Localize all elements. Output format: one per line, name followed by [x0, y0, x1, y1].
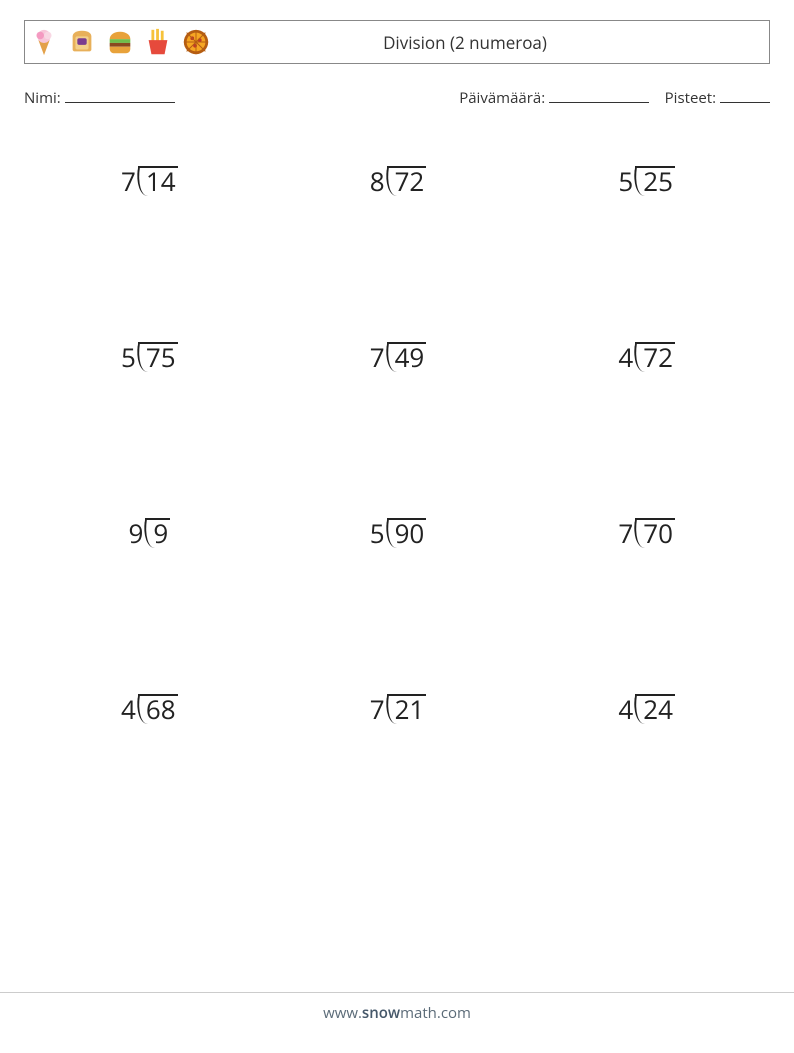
- division-problem: 749: [370, 344, 425, 370]
- divisor: 9: [128, 520, 145, 546]
- long-division-bracket: 68: [138, 696, 176, 722]
- name-label: Nimi:: [24, 88, 61, 108]
- toast-icon: [67, 27, 97, 57]
- name-blank[interactable]: [65, 88, 175, 103]
- footer-url-brand: snow: [362, 1003, 400, 1023]
- long-division-bracket: 24: [635, 696, 673, 722]
- divisor: 4: [618, 696, 635, 722]
- long-division-bracket: 75: [138, 344, 176, 370]
- divisor: 7: [121, 168, 138, 194]
- long-division-bracket: 90: [387, 520, 425, 546]
- dividend: 68: [146, 690, 176, 727]
- worksheet-title: Division (2 numeroa): [211, 31, 759, 54]
- long-division-bracket: 72: [635, 344, 673, 370]
- division-problem: 721: [370, 696, 425, 722]
- date-label: Päivämäärä:: [459, 88, 545, 108]
- problem-grid: 71487252557574947299590770468721424: [24, 168, 770, 722]
- burger-icon: [105, 27, 135, 57]
- divisor: 7: [370, 696, 387, 722]
- dividend: 75: [146, 338, 176, 375]
- division-problem: 770: [618, 520, 673, 546]
- dividend: 70: [643, 514, 673, 551]
- long-division-bracket: 70: [635, 520, 673, 546]
- footer-url-prefix: www.: [323, 1003, 362, 1023]
- division-problem: 424: [618, 696, 673, 722]
- score-label: Pisteet:: [665, 88, 716, 108]
- date-blank[interactable]: [549, 88, 649, 103]
- dividend: 9: [153, 514, 168, 551]
- dividend: 24: [643, 690, 673, 727]
- name-field: Nimi:: [24, 88, 175, 108]
- header-icon-row: [29, 27, 211, 57]
- footer-url-suffix: math.com: [400, 1003, 471, 1023]
- long-division-bracket: 25: [635, 168, 673, 194]
- divisor: 8: [370, 168, 387, 194]
- division-problem: 472: [618, 344, 673, 370]
- date-score-field: Päivämäärä: Pisteet:: [459, 88, 770, 108]
- divisor: 4: [618, 344, 635, 370]
- long-division-bracket: 21: [387, 696, 425, 722]
- footer: www.snowmath.com: [0, 992, 794, 1023]
- long-division-bracket: 9: [145, 520, 168, 546]
- division-problem: 714: [121, 168, 176, 194]
- divisor: 5: [370, 520, 387, 546]
- division-problem: 99: [128, 520, 168, 546]
- long-division-bracket: 14: [138, 168, 176, 194]
- division-problem: 575: [121, 344, 176, 370]
- info-row: Nimi: Päivämäärä: Pisteet:: [24, 88, 770, 108]
- division-problem: 590: [370, 520, 425, 546]
- divisor: 4: [121, 696, 138, 722]
- worksheet-header: Division (2 numeroa): [24, 20, 770, 64]
- dividend: 72: [643, 338, 673, 375]
- dividend: 14: [146, 162, 176, 199]
- dividend: 90: [395, 514, 425, 551]
- division-problem: 468: [121, 696, 176, 722]
- pizza-icon: [181, 27, 211, 57]
- divisor: 7: [370, 344, 387, 370]
- divisor: 5: [618, 168, 635, 194]
- ice-cream-icon: [29, 27, 59, 57]
- dividend: 21: [395, 690, 425, 727]
- score-blank[interactable]: [720, 88, 770, 103]
- divisor: 7: [618, 520, 635, 546]
- long-division-bracket: 49: [387, 344, 425, 370]
- dividend: 49: [395, 338, 425, 375]
- dividend: 72: [395, 162, 425, 199]
- long-division-bracket: 72: [387, 168, 425, 194]
- division-problem: 525: [618, 168, 673, 194]
- fries-icon: [143, 27, 173, 57]
- division-problem: 872: [370, 168, 425, 194]
- dividend: 25: [643, 162, 673, 199]
- divisor: 5: [121, 344, 138, 370]
